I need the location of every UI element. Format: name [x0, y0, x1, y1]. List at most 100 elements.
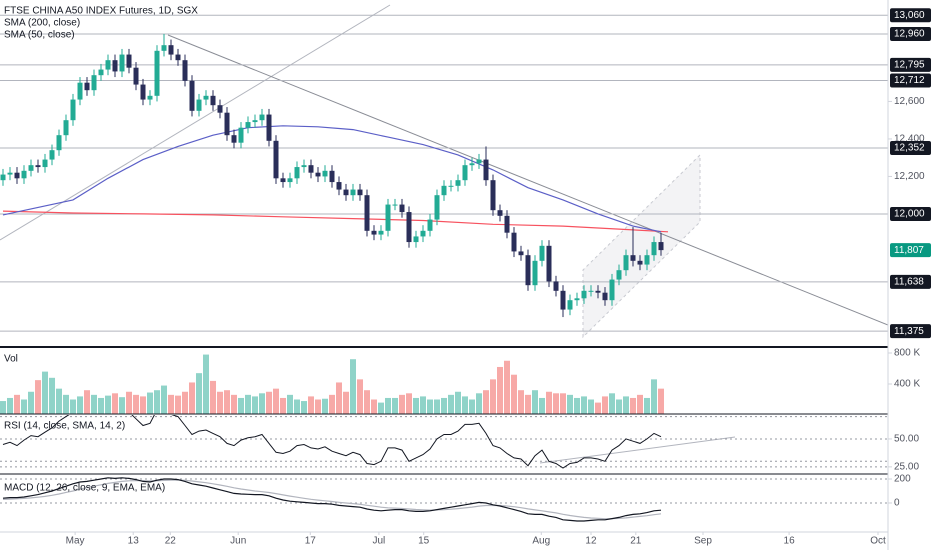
x-tick-label: Oct	[870, 536, 886, 547]
volume-bar	[189, 382, 196, 414]
panel-title: MACD (12, 26, close, 9, EMA, EMA)	[4, 483, 165, 494]
level-label-box	[890, 324, 931, 339]
candle-body	[210, 95, 216, 106]
x-tick-label: Sep	[694, 536, 712, 547]
volume-bar	[175, 395, 182, 414]
volume-bar	[154, 390, 161, 414]
candle-body	[546, 245, 552, 282]
candle-body	[532, 260, 538, 286]
volume-bar	[608, 393, 615, 414]
candle-body	[434, 195, 440, 220]
chart-title: FTSE CHINA A50 INDEX Futures, 1D, SGX	[4, 6, 198, 17]
volume-bar	[385, 397, 392, 414]
volume-bar	[434, 399, 441, 414]
volume-bar	[126, 391, 133, 414]
legend-entry: SMA (200, close)	[4, 18, 80, 29]
y-tick-label: 12,400	[894, 134, 925, 145]
candle-body	[224, 112, 230, 136]
candle-body	[105, 60, 111, 70]
candle-body	[469, 163, 475, 166]
candle-body	[315, 172, 321, 177]
candle-body	[350, 189, 356, 196]
candle-body	[98, 69, 104, 76]
volume-bar	[357, 379, 364, 414]
volume-bar	[336, 382, 343, 414]
candle-body	[567, 300, 573, 310]
candle-body	[168, 45, 174, 55]
level-label: 12,000	[894, 209, 925, 220]
x-tick-label: 15	[418, 536, 430, 547]
level-label-box	[890, 57, 931, 72]
volume-bar	[294, 399, 301, 414]
volume-bar	[252, 396, 259, 414]
volume-bar	[517, 390, 524, 414]
volume-bar	[238, 397, 245, 414]
volume-bar	[14, 394, 21, 414]
y-tick-label: 25.00	[894, 461, 919, 472]
candle-body	[343, 189, 349, 196]
trend-line	[539, 436, 736, 464]
candle-body	[427, 219, 433, 231]
volume-bar	[168, 394, 175, 414]
volume-bar	[217, 391, 224, 414]
volume-bar	[496, 366, 503, 414]
volume-bar	[475, 393, 482, 414]
candle-body	[609, 279, 615, 301]
volume-bar	[552, 393, 559, 414]
volume-bar	[84, 390, 91, 414]
volume-bar	[420, 396, 427, 414]
moving-average	[2, 125, 662, 233]
candle-body	[553, 281, 559, 291]
volume-bar	[231, 394, 238, 414]
price-label-box	[890, 243, 931, 258]
candle-body	[630, 255, 636, 261]
candle-body	[581, 290, 587, 299]
volume-bar	[308, 396, 315, 414]
volume-bar	[573, 397, 580, 414]
candle-body	[588, 290, 594, 292]
macd-panel	[0, 477, 888, 522]
volume-bar	[461, 396, 468, 414]
candle-body	[658, 242, 664, 251]
x-tick-label: 16	[784, 536, 796, 547]
candle-body	[623, 255, 629, 271]
level-label: 12,352	[894, 143, 925, 154]
candle-body	[273, 140, 279, 179]
candle-body	[238, 127, 244, 143]
x-tick-label: Jun	[230, 536, 246, 547]
volume-bar	[70, 399, 77, 414]
volume-bar	[322, 398, 329, 414]
candle-body	[294, 167, 300, 179]
trend-line	[167, 34, 888, 326]
indicator-line	[2, 477, 662, 522]
volume-bar	[580, 396, 587, 414]
candle-body	[126, 54, 132, 68]
volume-bar	[112, 393, 119, 414]
price-panel	[0, 4, 888, 339]
volume-bar	[482, 390, 489, 414]
candle-body	[84, 82, 90, 91]
volume-bar	[91, 394, 98, 414]
candle-body	[637, 260, 643, 265]
level-label: 11,375	[894, 326, 924, 337]
candle-body	[77, 82, 83, 100]
candle-body	[287, 178, 293, 183]
candle-body	[560, 290, 566, 310]
volume-bar	[196, 373, 203, 414]
volume-bar	[392, 397, 399, 414]
volume-bar	[503, 360, 510, 414]
candle-body	[539, 245, 545, 261]
candle-body	[448, 185, 454, 187]
x-tick-label: 21	[630, 536, 642, 547]
volume-bar	[413, 397, 420, 414]
volume-bar	[601, 396, 608, 414]
volume-bar	[371, 399, 378, 414]
x-tick-label: 12	[585, 536, 597, 547]
candle-body	[462, 165, 468, 181]
volume-bar	[63, 394, 70, 414]
y-tick-label: 0	[894, 498, 900, 509]
volume-bar	[594, 402, 601, 414]
candle-body	[595, 290, 601, 293]
panel-title: RSI (14, close, SMA, 14, 2)	[4, 421, 125, 432]
